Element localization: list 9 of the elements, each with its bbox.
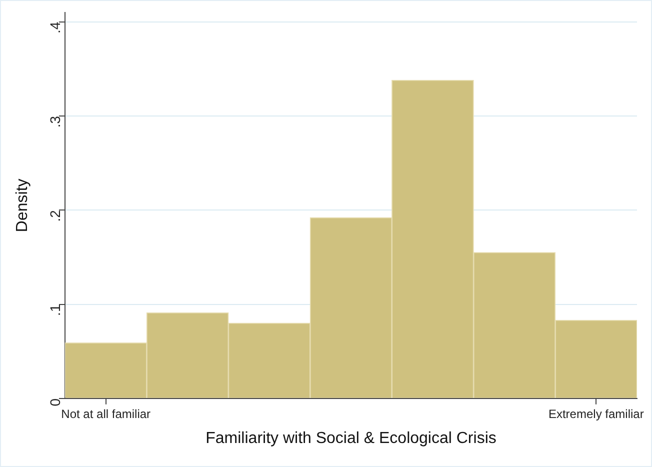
y-tick-label: .3 bbox=[46, 116, 63, 128]
y-tick-label: .1 bbox=[46, 304, 63, 316]
x-tick-label: Extremely familiar bbox=[548, 406, 644, 421]
y-tick-label: .2 bbox=[46, 210, 63, 222]
y-tick-label: 0 bbox=[46, 398, 63, 406]
y-tick-label: .4 bbox=[46, 22, 63, 34]
x-tick-label: Not at all familiar bbox=[61, 406, 151, 421]
x-axis-title: Familiarity with Social & Ecological Crisis bbox=[206, 430, 496, 447]
y-axis-title: Density bbox=[14, 178, 32, 232]
